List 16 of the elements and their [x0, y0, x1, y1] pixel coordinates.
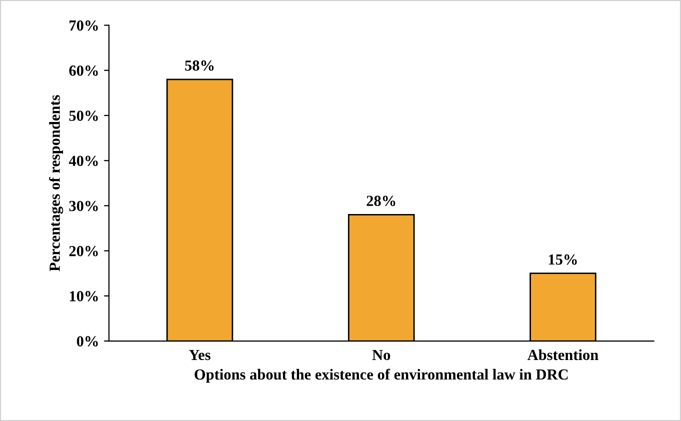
y-tick-label: 70%	[70, 20, 98, 31]
y-tick-label: 30%	[69, 200, 98, 212]
y-tick-label: 50%	[69, 110, 98, 121]
x-tick-label: Abstention	[527, 349, 598, 360]
data-label: 28%	[366, 196, 396, 206]
x-tick-label: Yes	[189, 350, 210, 360]
data-label: 15%	[548, 254, 577, 265]
y-tick-label: 0%	[76, 336, 98, 347]
y-tick-label: 10%	[70, 291, 98, 302]
data-label: 58%	[185, 60, 214, 71]
x-tick-label: No	[372, 350, 390, 360]
x-axis-title: Options about the existence of environmental law in DRC	[194, 368, 568, 383]
y-tick-label: 40%	[68, 156, 98, 166]
y-axis-title: Percentages of respondents	[48, 95, 64, 272]
y-tick-label: 60%	[69, 66, 98, 76]
y-tick-label: 20%	[69, 246, 98, 256]
